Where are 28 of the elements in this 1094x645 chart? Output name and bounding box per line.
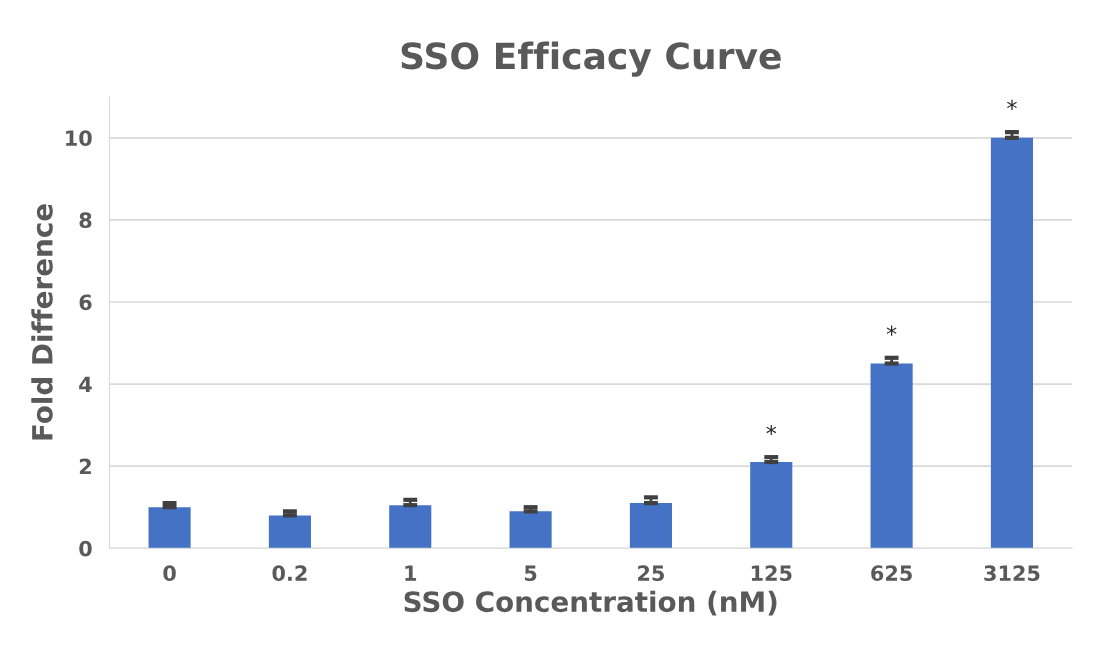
y-tick-label: 4 [79, 376, 92, 392]
y-tick-label: 0 [79, 540, 92, 557]
x-tick-label: 0 [163, 565, 176, 582]
y-tick-label: 8 [79, 212, 92, 229]
bar [629, 503, 672, 549]
bar [750, 462, 793, 549]
x-tick-label: 125 [751, 565, 792, 582]
x-axis-title: SSO Concentration (nM) [404, 590, 777, 616]
annotation: * [886, 325, 897, 336]
chart-title: SSO Efficacy Curve [401, 41, 781, 77]
x-tick-label: 1 [405, 565, 417, 581]
bar [268, 515, 311, 549]
bar [148, 507, 191, 549]
x-tick-label: 5 [524, 565, 537, 582]
y-tick-label: 2 [79, 458, 91, 475]
x-tick-label: 25 [638, 565, 664, 582]
x-tick-label: 625 [871, 565, 912, 582]
annotation: * [1007, 99, 1017, 110]
y-axis-title: Fold Difference [31, 204, 53, 440]
y-tick-label: 6 [79, 294, 92, 311]
bar [389, 505, 432, 549]
annotation: * [766, 424, 777, 436]
bar [509, 511, 552, 549]
x-tick-label: 3125 [984, 565, 1040, 582]
x-tick-label: 0.2 [272, 565, 307, 582]
bar [870, 363, 913, 549]
bar [990, 137, 1034, 549]
y-tick-label: 10 [66, 130, 92, 147]
